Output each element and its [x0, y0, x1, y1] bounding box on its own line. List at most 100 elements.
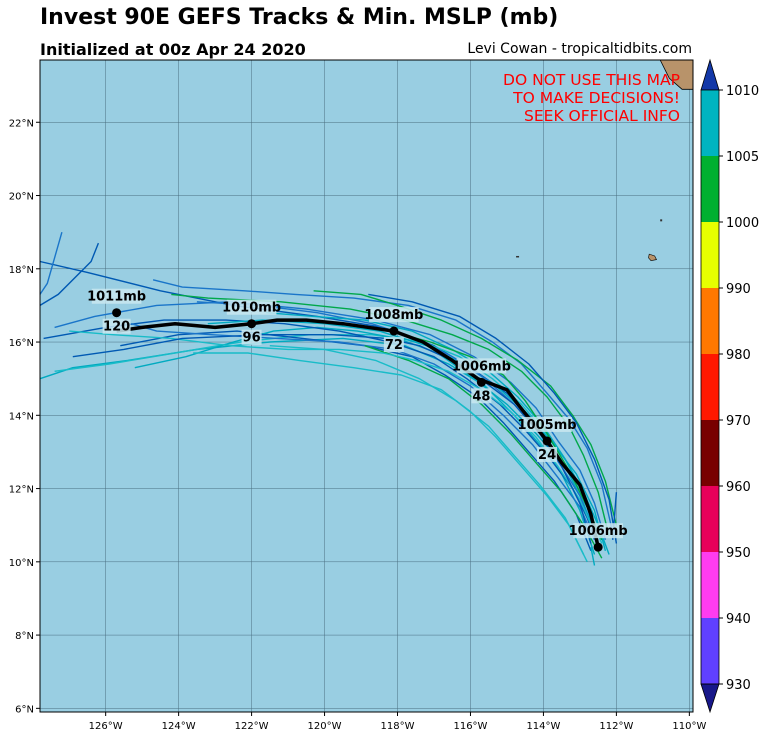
- member-track: [120, 330, 592, 552]
- track-point: [542, 436, 552, 446]
- pressure-label-bg: [369, 307, 419, 323]
- lon-tick-label: 120°W: [308, 721, 342, 732]
- member-track: [313, 290, 618, 526]
- forecast-hour-label: 120: [103, 320, 130, 335]
- forecast-hour-label: 24: [538, 448, 556, 463]
- colorbar-label: 980: [726, 348, 751, 363]
- hour-label-bg: [241, 329, 262, 345]
- lon-tick-label: 122°W: [235, 721, 269, 732]
- lon-tick-label: 124°W: [162, 721, 196, 732]
- warning-line: SEEK OFFICIAL INFO: [524, 107, 680, 125]
- pressure-label-bg: [522, 416, 572, 432]
- colorbar-segment: [701, 354, 719, 420]
- hour-label-bg: [383, 337, 404, 353]
- ocean: [40, 60, 693, 712]
- socorro-island: [648, 253, 657, 262]
- hour-label-bg: [471, 388, 492, 404]
- hour-label-bg: [537, 446, 558, 462]
- lat-tick-label: 16°N: [9, 338, 34, 349]
- track-point: [247, 319, 257, 329]
- colorbar-segment: [701, 90, 719, 156]
- map-frame: [39, 59, 694, 713]
- lat-tick-label: 6°N: [15, 704, 34, 715]
- colorbar-label: 930: [726, 678, 751, 693]
- pressure-label: 1006mb: [452, 359, 511, 374]
- member-track: [54, 301, 607, 540]
- member-track: [152, 279, 614, 533]
- lat-tick-label: 22°N: [9, 118, 34, 129]
- pressure-label: 1006mb: [569, 524, 628, 539]
- lat-tick-label: 10°N: [9, 558, 34, 569]
- member-track: [590, 547, 596, 566]
- colorbar-label: 940: [726, 612, 751, 627]
- colorbar-segment: [701, 618, 719, 684]
- lon-tick-label: 118°W: [381, 721, 415, 732]
- map-title: Invest 90E GEFS Tracks & Min. MSLP (mb): [40, 5, 559, 30]
- axis-ticks: 126°W 124°W 122°W 120°W 118°W 116°W 114°W 112°W…: [9, 118, 707, 732]
- ensemble-mean-track: [116, 318, 600, 548]
- pressure-label: 1008mb: [364, 308, 423, 323]
- colorbar-segment: [701, 222, 719, 288]
- warning-line: DO NOT USE THIS MAP: [503, 71, 680, 89]
- colorbar-segment: [701, 552, 719, 618]
- track-labels: 1006mb 1005mb 24 1006mb 48 1008mb 72 1010mb 96 10…: [87, 288, 628, 552]
- init-time: Initialized at 00z Apr 24 2020: [40, 40, 306, 59]
- pressure-label-bg: [226, 299, 277, 315]
- track-point: [476, 377, 486, 387]
- lat-tick-label: 8°N: [15, 631, 34, 642]
- lon-tick-label: 110°W: [672, 721, 706, 732]
- pressure-label: 1005mb: [518, 418, 577, 433]
- san-benedicto-island: [660, 219, 663, 222]
- forecast-hour-label: 96: [243, 331, 261, 346]
- pressure-label: 1011mb: [87, 290, 146, 305]
- member-track: [368, 293, 618, 544]
- colorbar-segment: [701, 420, 719, 486]
- colorbar-label: 950: [726, 546, 751, 561]
- gridlines: [40, 60, 693, 712]
- colorbar-bottom-arrow: [700, 683, 720, 714]
- colorbar-label: 1010: [726, 84, 759, 99]
- lat-tick-label: 20°N: [9, 192, 34, 203]
- track-point: [112, 308, 122, 318]
- pressure-label: 1010mb: [222, 301, 281, 316]
- pressure-label-bg: [456, 358, 507, 374]
- member-track: [39, 232, 63, 295]
- forecast-hour-label: 48: [472, 389, 490, 404]
- lon-tick-label: 126°W: [89, 721, 123, 732]
- member-track: [72, 334, 592, 544]
- member-track: [171, 293, 610, 537]
- colorbar-label: 960: [726, 480, 751, 495]
- colorbar-top-arrow: [700, 58, 720, 91]
- colorbar-segment: [701, 486, 719, 552]
- clarion-island: [516, 255, 520, 258]
- colorbar-label: 990: [726, 282, 751, 297]
- forecast-hour-label: 72: [385, 338, 403, 353]
- hour-label-bg: [102, 318, 131, 334]
- colorbar-label: 970: [726, 414, 751, 429]
- colorbar-label: 1005: [726, 150, 759, 165]
- mean-track-line: [116, 318, 600, 548]
- colorbar-segment: [701, 288, 719, 354]
- pressure-label-bg: [91, 288, 142, 304]
- lat-tick-label: 18°N: [9, 265, 34, 276]
- lon-tick-label: 112°W: [599, 721, 633, 732]
- colorbar-segment: [701, 156, 719, 222]
- track-point: [389, 326, 399, 336]
- member-track: [269, 345, 585, 555]
- credit-text: Levi Cowan - tropicaltidbits.com: [467, 41, 692, 57]
- colorbar-frame: [700, 89, 720, 685]
- lat-tick-label: 12°N: [9, 485, 34, 496]
- lat-tick-label: 14°N: [9, 411, 34, 422]
- warning-line: TO MAKE DECISIONS!: [512, 89, 680, 107]
- pressure-colorbar: 1010 1005 1000 990 980 970 960 950 940 930: [700, 58, 759, 714]
- member-track: [364, 345, 603, 559]
- colorbar-label: 1000: [726, 216, 759, 231]
- lon-tick-label: 116°W: [453, 721, 487, 732]
- lon-tick-label: 114°W: [526, 721, 560, 732]
- member-track: [196, 301, 599, 548]
- track-point: [593, 542, 603, 552]
- member-track: [39, 242, 100, 306]
- member-track: [131, 323, 596, 541]
